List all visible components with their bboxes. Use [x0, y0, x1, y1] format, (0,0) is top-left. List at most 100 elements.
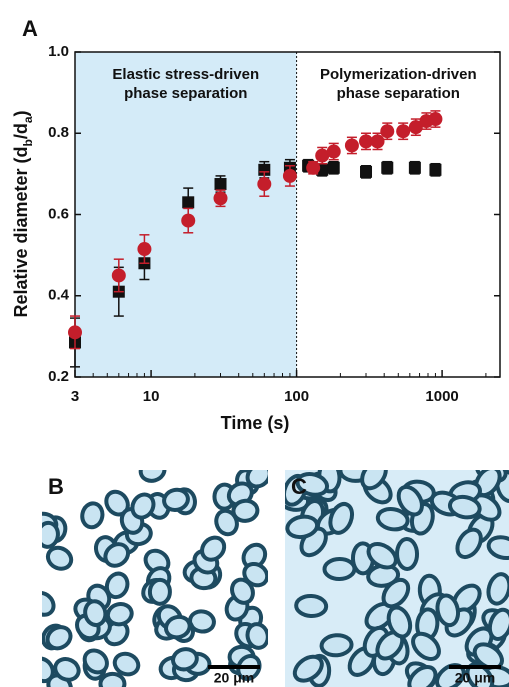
cell: [171, 647, 199, 672]
marker: [315, 148, 330, 163]
data-point: [408, 160, 421, 175]
data-point: [68, 315, 82, 350]
data-point: [282, 165, 297, 187]
cell: [396, 484, 424, 517]
cell: [386, 605, 413, 639]
cell: [245, 622, 268, 650]
marker: [306, 160, 321, 175]
data-point: [137, 234, 152, 264]
cell: [45, 625, 73, 651]
cell: [188, 609, 216, 634]
cell: [245, 470, 268, 489]
marker: [396, 124, 411, 139]
cell: [82, 648, 109, 675]
x-tick-label: 10: [143, 388, 160, 405]
cell: [411, 631, 441, 661]
data-point: [380, 122, 395, 141]
y-axis-title-part: /d: [11, 123, 31, 139]
data-point: [344, 136, 359, 155]
data-point: [327, 160, 340, 175]
micrograph: B 20 μm: [42, 470, 268, 687]
marker: [213, 191, 228, 206]
cell: [53, 657, 81, 682]
cell: [103, 542, 131, 568]
x-tick-label: 1000: [425, 388, 458, 405]
marker: [408, 120, 423, 135]
data-point: [257, 171, 272, 197]
data-point: [111, 258, 126, 293]
marker: [181, 213, 196, 228]
x-tick-label: 100: [284, 388, 309, 405]
marker: [380, 124, 395, 139]
micrograph: C 20 μm: [285, 470, 509, 687]
cell: [231, 498, 260, 523]
marker: [327, 161, 340, 174]
marker: [137, 242, 152, 257]
y-tick-label: 0.8: [48, 124, 69, 141]
cell: [80, 501, 105, 530]
cell: [200, 535, 227, 562]
cell: [435, 593, 461, 628]
cell: [112, 651, 141, 677]
marker: [182, 196, 195, 209]
data-point: [381, 160, 394, 175]
cell: [447, 494, 482, 520]
data-point: [396, 122, 411, 141]
panel-label: C: [291, 474, 307, 499]
x-tick-label: 3: [71, 388, 79, 405]
y-tick-label: 0.2: [48, 368, 69, 385]
marker: [381, 161, 394, 174]
data-point: [213, 189, 228, 208]
marker: [111, 268, 126, 283]
y-axis-title-part: a: [21, 116, 35, 123]
data-point: [326, 142, 341, 161]
cell: [104, 571, 130, 600]
cell: [322, 557, 357, 582]
data-point: [360, 165, 373, 179]
y-axis-title-part: b: [21, 139, 35, 146]
marker: [370, 134, 385, 149]
marker: [429, 163, 442, 176]
cell: [130, 492, 156, 520]
cell: [138, 470, 167, 483]
y-tick-label: 1.0: [48, 43, 69, 60]
data-point: [370, 132, 385, 151]
data-point: [408, 118, 423, 137]
cell: [45, 545, 74, 571]
cell: [395, 536, 420, 571]
panel-label: B: [48, 474, 64, 499]
cell: [319, 633, 354, 658]
marker: [359, 134, 374, 149]
data-point: [428, 110, 443, 128]
cell: [486, 535, 509, 561]
marker: [360, 165, 373, 178]
cell: [285, 514, 320, 540]
cell: [375, 507, 410, 532]
marker: [258, 163, 271, 176]
y-axis-title-part: ): [11, 110, 31, 116]
cell: [242, 561, 268, 588]
scale-label: 20 μm: [455, 670, 495, 686]
cell: [295, 472, 330, 497]
plot-frame: [74, 51, 501, 378]
cell: [105, 602, 134, 627]
y-axis-title: Relative diameter (db/da): [11, 110, 35, 317]
y-axis-title-part: Relative diameter (d: [11, 146, 31, 317]
cell: [360, 470, 388, 491]
cell: [42, 590, 56, 617]
cell: [328, 501, 355, 535]
cell: [487, 607, 509, 641]
annotation: Polymerization-driven: [320, 66, 477, 83]
y-tick-label: 0.4: [48, 287, 70, 304]
marker: [428, 112, 443, 127]
data-point: [306, 160, 321, 175]
cell: [147, 577, 172, 606]
cell: [83, 599, 108, 628]
cell: [42, 520, 60, 549]
marker: [214, 178, 227, 191]
marker: [257, 177, 272, 192]
data-point: [359, 132, 374, 151]
cell: [294, 593, 329, 618]
cell: [162, 487, 190, 513]
